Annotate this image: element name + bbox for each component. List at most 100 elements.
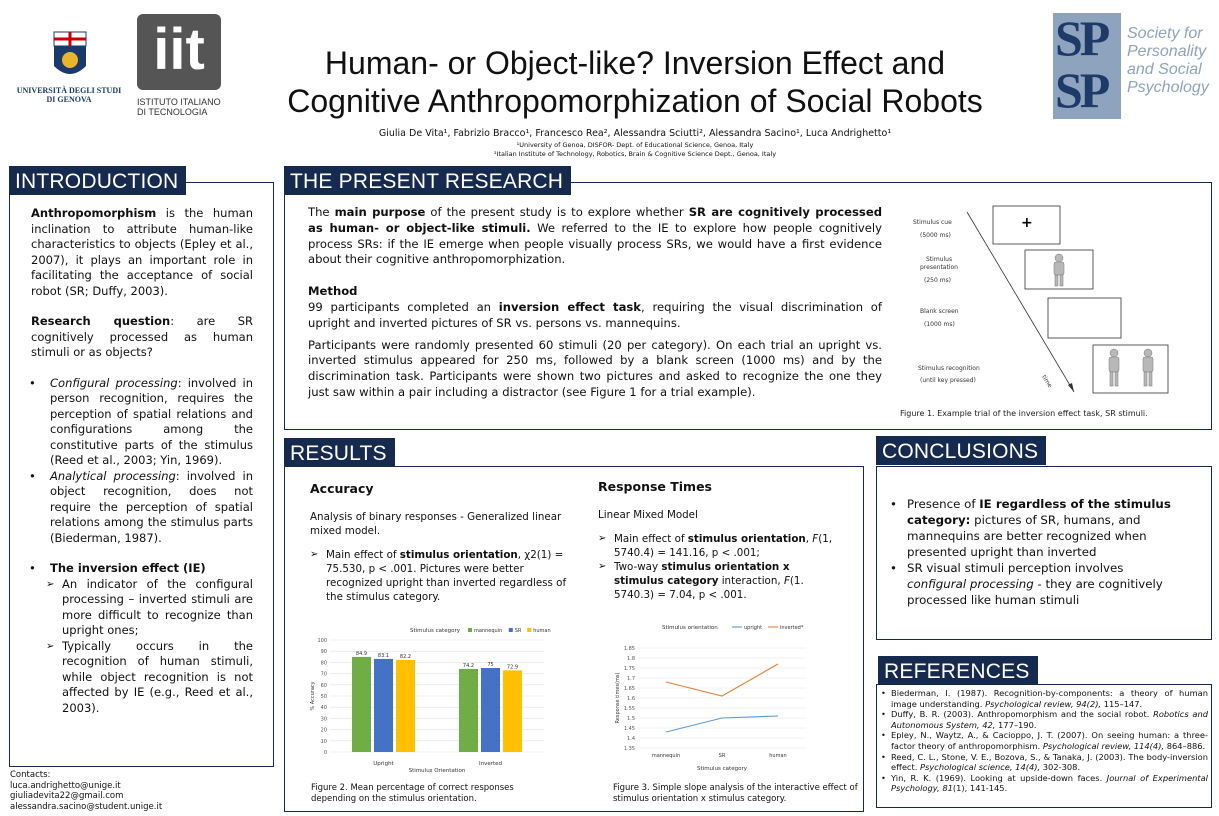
recognition-frame <box>1092 344 1169 394</box>
y-tick-label: 1.8 <box>627 656 635 662</box>
purpose-paragraph: The main purpose of the present study is… <box>308 205 882 267</box>
present-box <box>284 182 1212 430</box>
y-axis-label: % Accuracy <box>310 681 316 710</box>
accuracy-method: Analysis of binary responses - Generaliz… <box>310 511 562 537</box>
title-line-2: Cognitive Anthropomorphization of Social… <box>287 83 983 119</box>
robot-icon <box>1053 253 1065 287</box>
x-tick-label: SR <box>719 753 726 759</box>
figure-1-diagram <box>966 205 1169 394</box>
y-tick-label: 1.55 <box>624 706 635 712</box>
blank-frame <box>1047 297 1122 339</box>
y-tick-label: 70 <box>321 672 327 678</box>
unige-name-1: UNIVERSITÀ DEGLI STUDI <box>16 86 122 95</box>
y-tick-label: 100 <box>317 638 327 644</box>
blank-label: Blank screen <box>920 308 959 315</box>
bar-sr <box>374 658 393 752</box>
conclusions-box <box>876 466 1212 640</box>
x-tick-label: Upright <box>373 761 394 767</box>
intro-body: Anthropomorphism is the human inclinatio… <box>29 206 253 716</box>
chart-title: Stimulus category <box>410 628 461 634</box>
list-item: Main effect of stimulus orientation, F(1… <box>598 532 838 560</box>
y-tick-label: 20 <box>321 728 327 734</box>
rt-method: Linear Mixed Model <box>598 509 698 521</box>
affiliation-2: ²Italian Institute of Technology, Roboti… <box>493 150 777 158</box>
line-inverted <box>665 663 779 697</box>
references-box <box>876 684 1212 808</box>
contact-email: luca.andrighetto@unige.it <box>10 780 121 791</box>
ie-heading: The inversion effect (IE) An indicator o… <box>29 561 253 716</box>
list-item: Typically occurs in the recognition of h… <box>46 639 253 717</box>
y-tick-label: 1.5 <box>627 716 635 722</box>
references-heading: REFERENCES <box>878 656 1038 685</box>
y-tick-label: 0 <box>324 750 327 756</box>
y-tick-label: 80 <box>321 660 327 666</box>
x-axis-label: Stimulus category <box>697 766 748 772</box>
unige-name-2: DI GENOVA <box>46 95 92 104</box>
robot-icon <box>1142 348 1154 387</box>
rt-section: Response Times Linear Mixed Model Main e… <box>598 480 838 602</box>
accuracy-bar-chart: 0 10 20 30 40 50 60 70 80 90 100 84.9 83.1 82.2 Uprigh… <box>310 628 551 774</box>
rt-heading: Response Times <box>598 479 713 494</box>
accuracy-heading: Accuracy <box>310 481 374 496</box>
method-paragraph: 99 participants completed an inversion e… <box>308 299 882 330</box>
x-tick-label: Inverted <box>479 761 502 767</box>
cue-duration: (5000 ms) <box>920 232 951 239</box>
list-item: An indicator of the configural processin… <box>46 577 253 639</box>
contacts-label: Contacts: <box>10 770 51 780</box>
bar-value-label: 82.2 <box>400 654 411 660</box>
list-item: Analytical processing: involved in objec… <box>29 469 253 547</box>
legend-label: inverted* <box>780 625 804 631</box>
list-item: Configural processing: involved in perso… <box>29 376 253 469</box>
iit-name-2: DI TECNOLOGIA <box>137 107 208 117</box>
recognition-duration: (until key pressed) <box>920 377 976 384</box>
cue-frame <box>992 205 1061 245</box>
reference: Yin, R. K. (1969). Looking at upside-dow… <box>881 773 1208 794</box>
line-upright <box>665 715 779 733</box>
y-tick-label: 1.65 <box>624 686 635 692</box>
y-axis-label: Response times(ms) <box>615 673 621 724</box>
present-body: The main purpose of the present study is… <box>308 205 882 401</box>
y-tick-label: 1.45 <box>624 726 635 732</box>
poster-title: Human- or Object-like? Inversion Effect … <box>240 44 1030 120</box>
spsp-text-3: and Social <box>1127 61 1202 78</box>
legend-swatch <box>508 628 513 632</box>
presentation-duration: (250 ms) <box>924 277 952 284</box>
x-axis-label: Stimulus Orientation <box>409 768 466 774</box>
unige-logo: UNIVERSITÀ DEGLI STUDI DI GENOVA <box>8 28 130 104</box>
legend-label: mannequin <box>474 628 502 634</box>
y-tick-label: 1.4 <box>627 736 635 742</box>
y-tick-label: 30 <box>321 716 327 722</box>
figure-1-caption: Figure 1. Example trial of the inversion… <box>900 409 1148 418</box>
title-line-1: Human- or Object-like? Inversion Effect … <box>324 45 946 81</box>
iit-name-1: ISTITUTO ITALIANO <box>137 97 221 107</box>
spsp-text-4: Psychology <box>1127 79 1209 96</box>
iit-logo: iit ISTITUTO ITALIANO DI TECNOLOGIA <box>137 14 232 124</box>
accuracy-section: Accuracy Analysis of binary responses - … <box>310 482 580 604</box>
conclusions-list: Presence of IE regardless of the stimulu… <box>890 496 1186 608</box>
figure-2-caption: Figure 2. Mean percentage of correct res… <box>311 783 514 804</box>
presentation-label-2: presentation <box>920 264 958 271</box>
y-tick-label: 40 <box>321 705 327 711</box>
method-paragraph: Participants were randomly presented 60 … <box>308 337 882 399</box>
references-list: Biederman, I. (1987). Recognition-by-com… <box>881 688 1208 794</box>
bar-value-label: 75 <box>487 662 493 668</box>
research-question: Research question: are SR cognitively pr… <box>31 314 253 359</box>
legend-label: SR <box>515 628 522 634</box>
intro-heading: INTRODUCTION <box>9 166 187 195</box>
reference: Duffy, B. R. (2003). Anthropomorphism an… <box>881 709 1208 730</box>
y-tick-label: 60 <box>321 683 327 689</box>
x-tick-label: mannequin <box>652 753 680 759</box>
x-tick-label: human <box>769 753 786 759</box>
legend-label: human <box>533 628 550 634</box>
spsp-logo: SP SP Society for Personality and Social… <box>1053 10 1213 121</box>
reference: Reed, C. L., Stone, V. E., Bozova, S., &… <box>881 752 1208 773</box>
presentation-label-1: Stimulus <box>926 256 953 263</box>
rt-line-chart: 1.35 1.4 1.45 1.5 1.55 1.6 1.65 1.7 1.75 1.8 1.85 m… <box>615 625 806 772</box>
intro-paragraph: Anthropomorphism is the human inclinatio… <box>31 206 253 298</box>
conclusions-heading: CONCLUSIONS <box>876 436 1047 465</box>
bar-human <box>396 659 415 752</box>
bar-value-label: 74.2 <box>463 663 474 669</box>
legend-swatch <box>527 628 532 632</box>
legend-label: upright <box>744 625 762 631</box>
figure-3-caption: Figure 3. Simple slope analysis of the i… <box>613 783 858 804</box>
